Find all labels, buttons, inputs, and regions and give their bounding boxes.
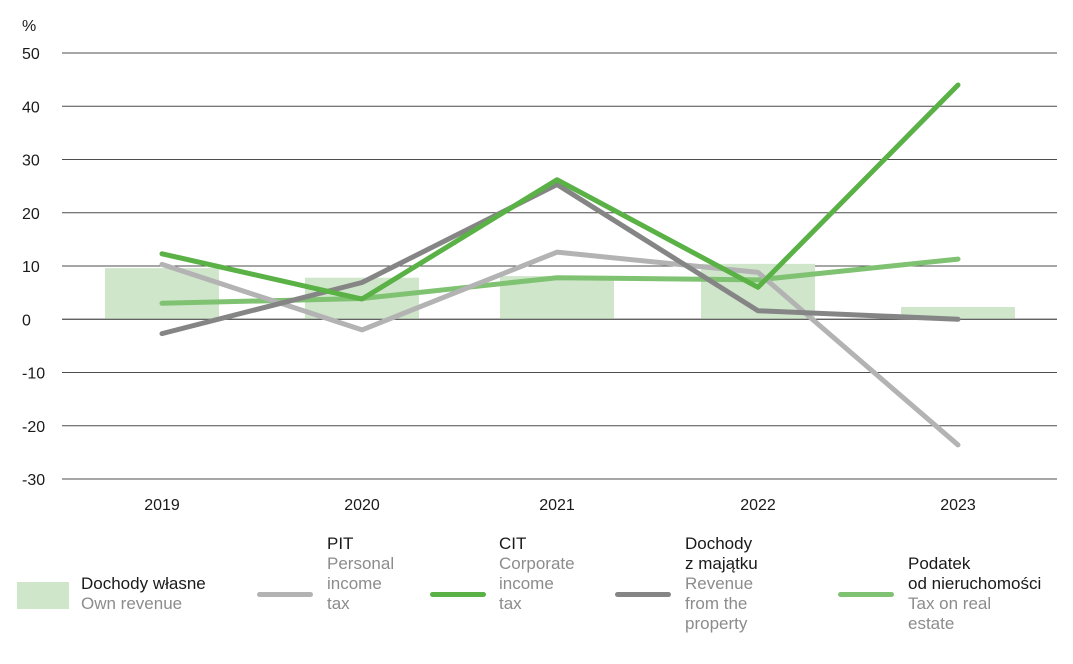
legend-subtitle-own-revenue: Own revenue [81,594,183,613]
y-tick-label: -20 [22,419,45,436]
legend-swatch-property-revenue [615,592,671,597]
legend: Dochody własne Own revenue PIT Personal … [0,530,1073,664]
y-tick-label: 10 [22,259,40,276]
legend-subtitle-pit: Personal income tax [327,554,395,613]
legend-swatch-own-revenue [17,582,69,609]
y-axis-unit-label: % [22,18,36,35]
legend-subtitle-cit: Corporate income tax [499,554,575,613]
legend-swatch-real-estate-tax [838,592,894,597]
line-series-2 [159,182,961,337]
legend-swatch-pit [257,592,313,597]
x-tick-label: 2020 [344,497,380,514]
x-tick-label: 2019 [144,497,180,514]
legend-title-cit: CIT [499,534,527,553]
y-tick-label: 30 [22,153,40,170]
y-tick-label: 40 [22,99,40,116]
y-tick-label: -10 [22,366,45,383]
y-tick-label: 50 [22,46,40,63]
y-tick-label: -30 [22,472,45,489]
y-tick-label: 0 [22,312,31,329]
legend-title-property-revenue: Dochody z majątku [685,534,758,573]
legend-swatch-cit [430,592,486,597]
legend-title-real-estate-tax: Podatek od nieruchomości [908,554,1042,593]
y-axis-tick-labels: 50 40 30 20 10 0 -10 -20 -30 [22,46,45,489]
line-series-1 [159,82,961,302]
legend-subtitle-property-revenue: Revenue from the property [685,574,754,633]
bar-series [62,263,1057,320]
legend-title-pit: PIT [327,534,354,553]
x-tick-label: 2023 [940,497,976,514]
line-series [159,82,961,448]
line-series-0 [159,249,961,448]
y-tick-label: 20 [22,206,40,223]
legend-subtitle-real-estate-tax: Tax on real estate [908,594,992,633]
x-axis-tick-labels: 2019 2020 2021 2022 2023 [144,497,976,514]
legend-title-own-revenue: Dochody własne [81,574,206,593]
x-tick-label: 2021 [539,497,575,514]
x-tick-label: 2022 [740,497,776,514]
